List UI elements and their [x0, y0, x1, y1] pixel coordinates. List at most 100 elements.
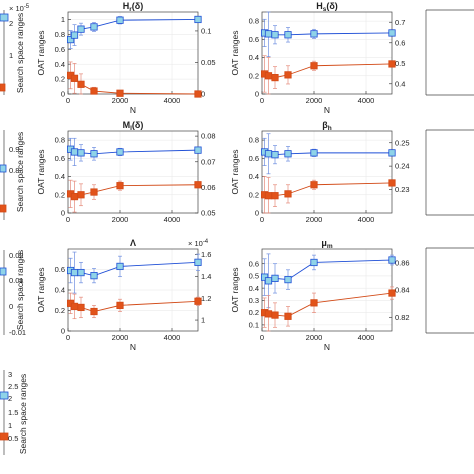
data-point	[284, 150, 292, 158]
x-tick-label: 0	[66, 215, 70, 224]
x-tick-label: 2000	[306, 96, 323, 105]
data-point	[116, 89, 124, 97]
right-fragment-middle	[425, 129, 474, 216]
x-tick-label: 0	[260, 215, 264, 224]
y-tick-label: 0	[61, 209, 65, 218]
data-point	[90, 150, 98, 158]
ss-marker-fragment	[0, 432, 9, 441]
fragment-tick: 0.01	[9, 276, 24, 285]
data-point	[388, 29, 396, 37]
y-tick-label: 0.4	[249, 53, 259, 62]
data-point	[77, 303, 85, 312]
data-point	[284, 275, 292, 284]
y-tick-label: 0.4	[55, 286, 65, 295]
chart-panel-5: 0 0.2 0.4 0.6 0 2000 4000 1 1.2 1.4 1.6 × 10-4 N OAT …	[15, 238, 211, 352]
x-tick-label: 2000	[306, 333, 323, 342]
fragment-tick: 1	[9, 51, 13, 60]
y-tick-label: 0.2	[249, 308, 259, 317]
y-tick-label: 0.8	[55, 30, 65, 39]
series-line	[70, 148, 199, 155]
data-point	[264, 277, 273, 285]
fragment-axis-label: Search space ranges	[18, 374, 28, 454]
y-tick-label: 0.4	[55, 60, 65, 69]
series-search-space-ranges	[260, 286, 396, 332]
plot-frame	[261, 130, 393, 214]
data-point	[388, 149, 396, 157]
y-tick-label: 0.5	[249, 272, 259, 281]
x-axis-label: N	[324, 105, 330, 115]
y2-tick-label: 0.7	[395, 18, 405, 27]
data-point	[388, 179, 396, 187]
data-point	[70, 268, 79, 277]
data-point	[310, 30, 318, 38]
y-tick-label: 0.6	[249, 259, 259, 268]
chart-panel-4: 0 0.2 0.4 0.6 0.8 0 2000 4000 0.23 0.24 0.25 OAT ra…	[230, 120, 410, 224]
series-oat-ranges	[67, 251, 202, 294]
y-tick-label: 0.2	[55, 75, 65, 84]
series-line	[264, 32, 393, 36]
y2-tick-label: 0.6	[395, 38, 405, 47]
y-tick-label: 0.4	[249, 284, 259, 293]
data-point	[310, 149, 318, 157]
y-axis-label: OAT ranges	[230, 30, 240, 75]
panel-title: Hr(δ)	[123, 1, 143, 13]
data-point	[388, 60, 396, 68]
y2-tick-label: 0.25	[395, 138, 410, 147]
data-point	[90, 272, 98, 280]
data-point	[116, 182, 124, 190]
y-tick-label: 0.8	[55, 136, 65, 145]
panel-title: Λ	[130, 238, 136, 248]
fragment-tick: 0.5	[8, 434, 18, 443]
data-point	[194, 90, 202, 98]
y2-tick-label: 0.08	[201, 132, 216, 141]
panels: 0 0.2 0.4 0.6 0.8 1 0 2000 4000 0 0.05 0.1 N OAT rang…	[15, 1, 410, 352]
x-tick-label: 0	[260, 96, 264, 105]
y2-tick-label: 0.24	[395, 162, 410, 171]
y2-axis-label: Search space ranges	[15, 132, 25, 212]
data-point	[388, 289, 396, 297]
x-tick-label: 4000	[164, 333, 181, 342]
y-tick-label: 0.2	[249, 71, 259, 80]
data-point	[194, 258, 202, 266]
data-point	[70, 31, 79, 39]
data-point	[284, 190, 292, 198]
series-line	[264, 259, 393, 282]
data-point	[77, 25, 85, 33]
panel-title: βh	[322, 120, 332, 132]
chart-panel-6: 0.1 0.2 0.3 0.4 0.5 0.6 0 2000 4000 0.82 0.84 0.86 N…	[230, 238, 410, 352]
y-tick-label: 0.6	[55, 154, 65, 163]
series-search-space-ranges	[260, 55, 396, 95]
data-point	[90, 307, 98, 316]
y2-tick-label: 1.2	[201, 294, 211, 303]
x-tick-label: 4000	[358, 96, 375, 105]
series-oat-ranges	[260, 133, 396, 175]
fragment-tick: 2.5	[8, 382, 18, 391]
data-point	[67, 35, 75, 44]
data-point	[194, 146, 202, 154]
x-tick-label: 0	[260, 333, 264, 342]
data-point	[271, 74, 279, 82]
x-tick-label: 0	[66, 96, 70, 105]
data-point	[194, 181, 202, 189]
plot-frame	[67, 130, 199, 214]
data-point	[116, 262, 124, 271]
fragment-tick: 2	[8, 394, 12, 403]
x-tick-label: 2000	[112, 333, 129, 342]
y2-tick-label: 0.4	[395, 79, 405, 88]
data-point	[271, 192, 279, 200]
data-point	[271, 151, 279, 159]
data-point	[264, 192, 273, 200]
fragment-tick: 2	[9, 19, 13, 28]
data-point	[77, 149, 85, 157]
data-point	[77, 80, 85, 88]
fragment-tick: 3	[8, 370, 12, 379]
series-line	[70, 75, 199, 95]
chart-panel-3: 0 0.2 0.4 0.6 0.8 0 2000 4000 0.05 0.06 0.07 0.08 OA…	[15, 120, 216, 224]
left-fragment-bottom: 0.02 0.01 0 -0.01	[0, 250, 26, 337]
series-oat-ranges	[67, 15, 202, 49]
y-axis-label: OAT ranges	[230, 267, 240, 312]
series-line	[70, 19, 199, 40]
x-tick-label: 4000	[358, 333, 375, 342]
chart-panel-2: 0 0.2 0.4 0.6 0.8 0 2000 4000 0.4 0.5 0.6 0.7 N OAT r…	[230, 1, 405, 115]
data-point	[90, 23, 98, 31]
